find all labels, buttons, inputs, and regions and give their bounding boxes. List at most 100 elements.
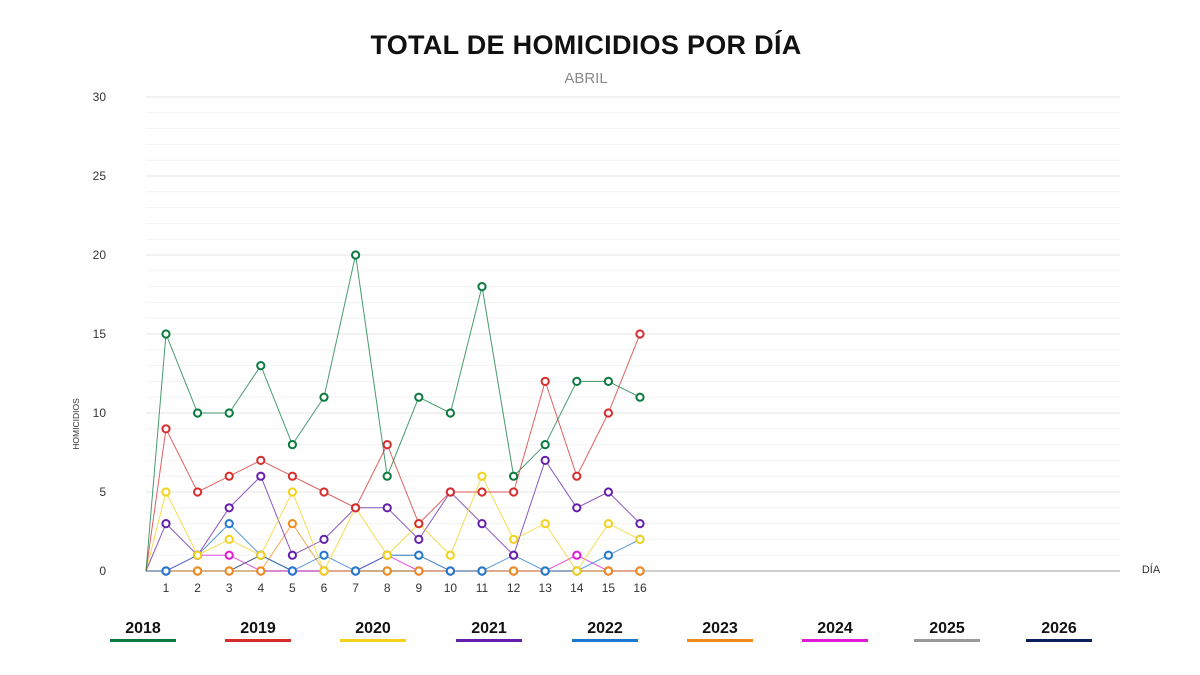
data-point-2021 xyxy=(603,487,614,497)
data-point-2022 xyxy=(445,566,455,576)
x-tick-label: 16 xyxy=(633,581,647,595)
data-point-2023 xyxy=(287,519,297,529)
data-point-2018 xyxy=(508,471,519,481)
data-point-2019 xyxy=(540,376,550,386)
data-point-2018 xyxy=(382,471,392,481)
data-point-2022 xyxy=(603,550,614,560)
legend-swatch xyxy=(225,639,291,642)
legend-swatch xyxy=(572,639,638,642)
data-point-2023 xyxy=(256,566,266,576)
legend-item-2018: 2018 xyxy=(110,620,176,642)
data-point-2018 xyxy=(445,408,455,418)
legend-item-2022: 2022 xyxy=(572,620,638,642)
data-point-2020 xyxy=(382,550,392,560)
data-point-2021 xyxy=(161,519,171,529)
x-tick-label: 8 xyxy=(384,581,391,595)
legend-label: 2022 xyxy=(587,620,623,637)
data-point-2019 xyxy=(414,519,424,529)
data-point-2021 xyxy=(635,519,645,529)
x-tick-label: 7 xyxy=(352,581,359,595)
data-point-2021 xyxy=(256,471,266,481)
x-tick-label: 5 xyxy=(289,581,296,595)
data-point-2018 xyxy=(256,361,266,371)
legend-label: 2024 xyxy=(817,620,853,637)
data-point-2021 xyxy=(319,534,329,545)
data-point-2020 xyxy=(256,550,266,560)
y-tick-label: 5 xyxy=(99,485,106,499)
x-tick-label: 9 xyxy=(415,581,422,595)
data-point-2021 xyxy=(287,550,297,560)
x-axis-label: DÍA xyxy=(1142,563,1161,576)
data-point-2021 xyxy=(540,455,550,465)
legend-swatch xyxy=(802,639,868,642)
data-point-2019 xyxy=(635,329,645,339)
data-point-2018 xyxy=(477,282,487,292)
data-point-2019 xyxy=(287,471,297,481)
data-point-2020 xyxy=(572,566,582,576)
x-tick-label: 15 xyxy=(602,581,616,595)
y-tick-label: 20 xyxy=(93,248,107,262)
data-point-2022 xyxy=(414,550,424,560)
x-tick-label: 14 xyxy=(570,581,584,595)
data-point-2018 xyxy=(319,392,329,402)
y-axis-label: HOMICIDIOS xyxy=(71,398,81,450)
data-point-2021 xyxy=(508,550,519,560)
data-point-2021 xyxy=(414,534,424,545)
data-point-2023 xyxy=(193,566,203,576)
data-point-2019 xyxy=(572,471,582,481)
data-point-2019 xyxy=(161,424,171,434)
data-point-2022 xyxy=(161,566,171,576)
data-point-2018 xyxy=(193,408,203,418)
data-point-2020 xyxy=(161,487,171,497)
data-point-2022 xyxy=(477,566,487,576)
data-point-2023 xyxy=(414,566,424,576)
legend-item-2020: 2020 xyxy=(340,620,406,642)
legend-label: 2026 xyxy=(1041,620,1077,637)
data-point-2023 xyxy=(382,566,392,576)
legend-label: 2019 xyxy=(240,620,276,637)
legend-swatch xyxy=(340,639,406,642)
data-point-2018 xyxy=(161,329,171,339)
data-point-2022 xyxy=(351,566,361,576)
legend-item-2025: 2025 xyxy=(914,620,980,642)
data-point-2021 xyxy=(382,503,392,513)
x-tick-label: 10 xyxy=(444,581,458,595)
data-point-2023 xyxy=(508,566,519,576)
data-point-2020 xyxy=(477,471,487,481)
series-line-2022 xyxy=(146,522,641,572)
data-point-2021 xyxy=(224,503,234,513)
legend-item-2019: 2019 xyxy=(225,620,291,642)
data-point-2024 xyxy=(572,550,582,560)
legend-label: 2025 xyxy=(929,620,965,637)
legend-item-2021: 2021 xyxy=(456,620,522,642)
x-tick-label: 3 xyxy=(226,581,233,595)
legend-label: 2018 xyxy=(125,620,161,637)
data-point-2022 xyxy=(319,550,329,560)
data-point-2019 xyxy=(193,487,203,497)
x-tick-label: 4 xyxy=(257,581,264,595)
data-point-2019 xyxy=(319,487,329,497)
data-point-2023 xyxy=(635,566,645,576)
x-tick-label: 11 xyxy=(476,581,489,595)
data-point-2019 xyxy=(382,440,392,450)
data-point-2019 xyxy=(445,487,455,497)
data-point-2022 xyxy=(224,519,234,529)
x-tick-label: 6 xyxy=(321,581,328,595)
y-tick-label: 15 xyxy=(93,327,107,341)
series-line-2024 xyxy=(146,554,640,572)
y-tick-label: 25 xyxy=(93,169,107,183)
legend-item-2026: 2026 xyxy=(1026,620,1092,642)
data-point-2020 xyxy=(445,550,455,560)
data-point-2018 xyxy=(572,376,582,386)
data-point-2021 xyxy=(477,519,487,529)
data-point-2023 xyxy=(224,566,234,576)
data-point-2020 xyxy=(193,550,203,560)
data-point-2024 xyxy=(224,550,234,560)
data-point-2018 xyxy=(351,250,361,260)
data-point-2019 xyxy=(351,503,361,513)
data-point-2020 xyxy=(603,519,614,529)
legend-label: 2023 xyxy=(702,620,738,637)
data-point-2022 xyxy=(540,566,550,576)
legend-label: 2020 xyxy=(355,620,391,637)
data-point-2020 xyxy=(319,566,329,576)
